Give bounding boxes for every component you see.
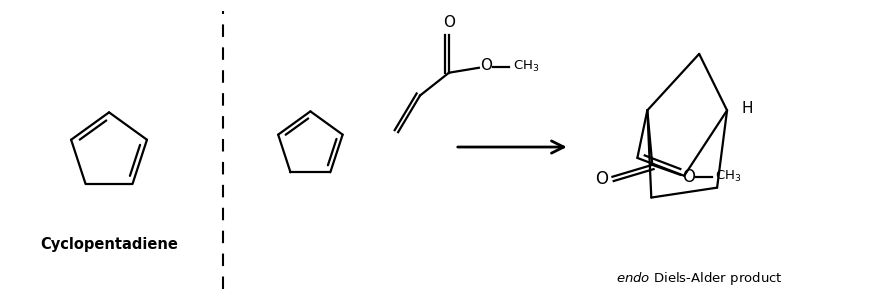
Text: H: H xyxy=(741,101,753,116)
Text: Cyclopentadiene: Cyclopentadiene xyxy=(40,237,178,252)
Text: CH$_3$: CH$_3$ xyxy=(715,169,741,184)
Text: O: O xyxy=(595,170,608,188)
Text: O: O xyxy=(682,168,695,186)
Text: O: O xyxy=(443,15,455,30)
Text: $\it{endo}$ Diels-Alder product: $\it{endo}$ Diels-Alder product xyxy=(616,270,782,287)
Text: CH$_3$: CH$_3$ xyxy=(513,59,539,74)
Text: O: O xyxy=(480,58,492,73)
